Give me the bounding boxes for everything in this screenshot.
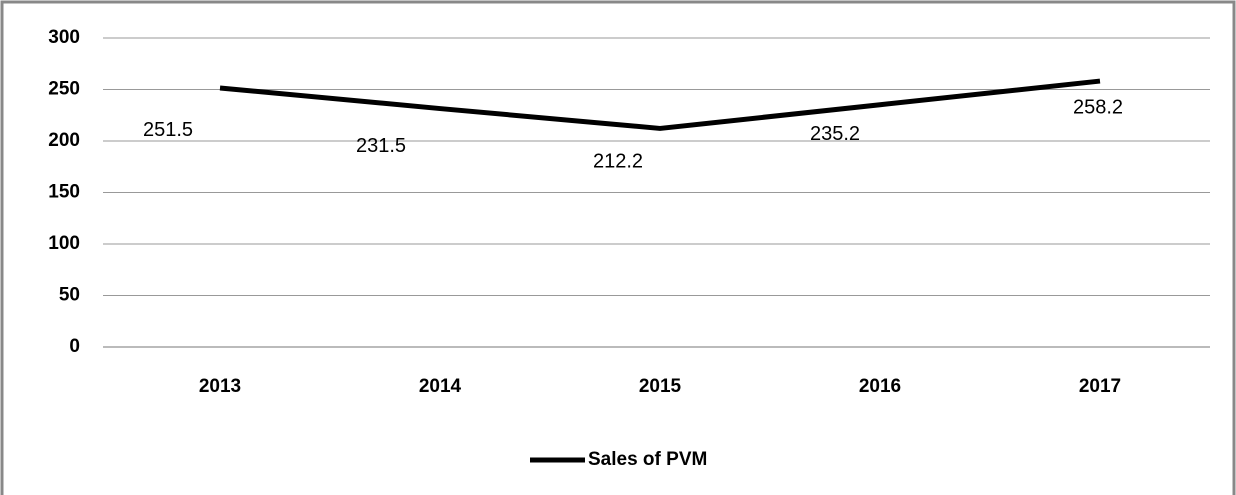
x-tick-label: 2013: [199, 376, 241, 397]
x-tick-label: 2014: [419, 376, 462, 397]
y-tick-label: 100: [48, 233, 80, 254]
x-tick-label: 2015: [639, 376, 682, 397]
x-tick-label: 2017: [1079, 376, 1121, 397]
data-label: 258.2: [1073, 96, 1123, 118]
y-tick-label: 150: [48, 182, 80, 203]
line: [219, 78, 1101, 131]
y-tick-label: 300: [48, 27, 80, 48]
x-tick-label: 2016: [859, 376, 901, 397]
y-tick-label: 250: [48, 79, 80, 100]
data-label: 251.5: [143, 119, 193, 141]
data-label: 231.5: [356, 135, 406, 157]
data-label: 235.2: [810, 123, 860, 145]
y-tick-label: 50: [59, 285, 80, 306]
data-label: 212.2: [593, 151, 643, 173]
y-tick-label: 200: [48, 130, 80, 151]
legend-label: Sales of PVM: [588, 449, 707, 470]
y-tick-label: 0: [69, 336, 80, 357]
